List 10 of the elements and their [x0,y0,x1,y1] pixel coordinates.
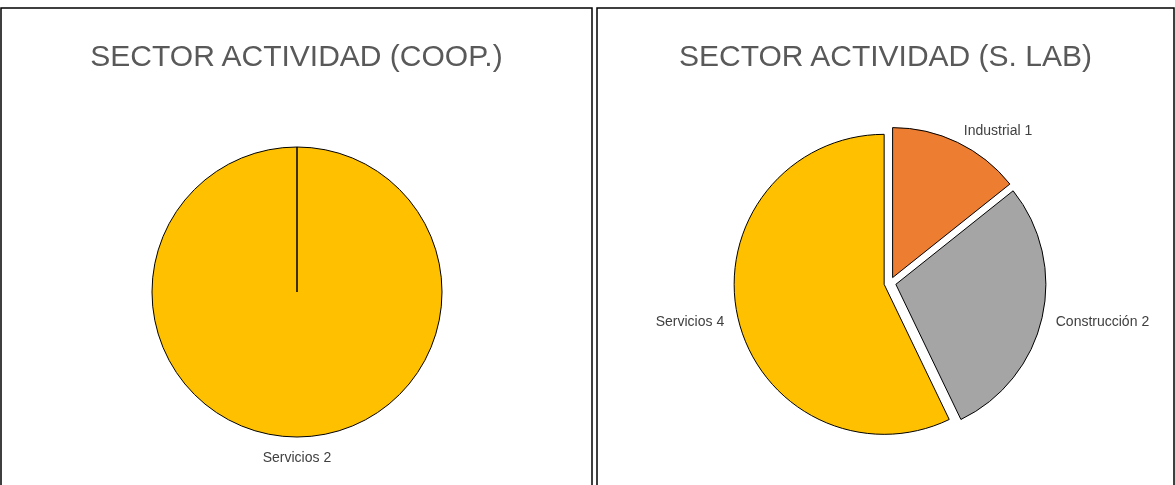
data-label: 2 [1141,312,1150,329]
slice-label: Servicios [655,312,713,329]
chart-title: SECTOR ACTIVIDAD (S. LAB) [679,39,1092,72]
slice-label: Servicios [262,448,320,465]
data-label: 2 [323,448,332,465]
data-label: 1 [1024,121,1033,138]
slice-label: Industrial [963,121,1021,138]
slice-label: Construcción [1055,312,1138,329]
data-label: 4 [716,312,725,329]
chart-title: SECTOR ACTIVIDAD (COOP.) [90,39,503,72]
